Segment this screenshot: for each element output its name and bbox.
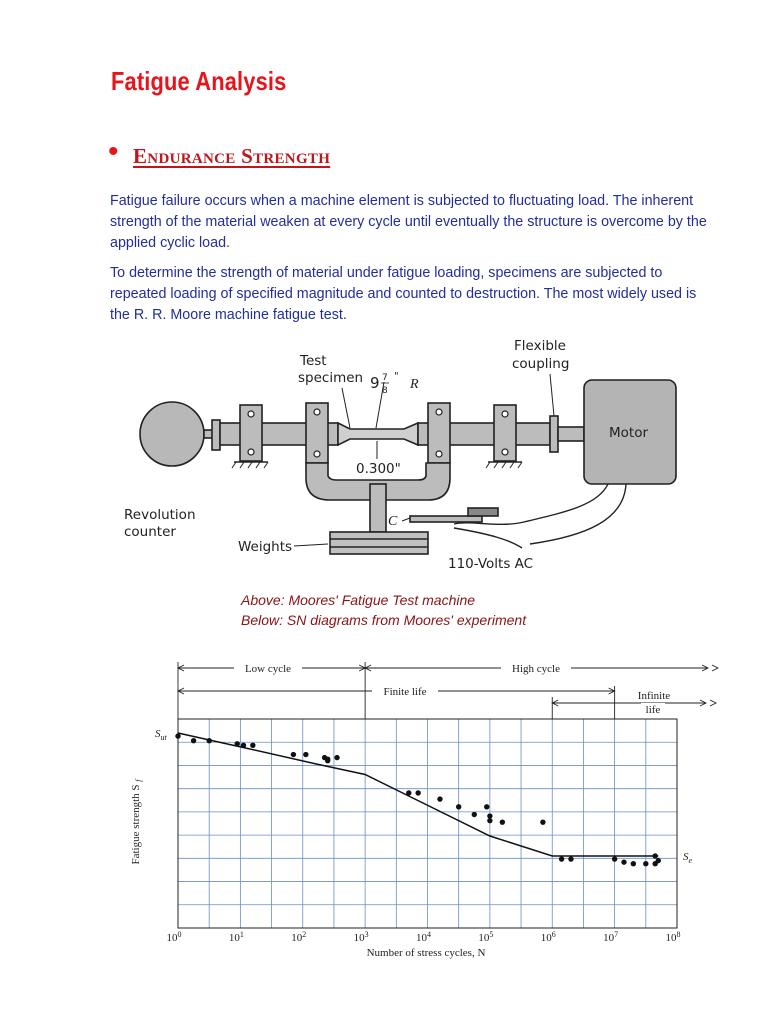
x-tick-label: 105 bbox=[478, 930, 493, 944]
bullet-icon: • bbox=[108, 135, 119, 168]
label-high-cycle-bg bbox=[501, 662, 571, 675]
label-high-cycle: High cycle bbox=[512, 663, 560, 675]
x-tick-label: 102 bbox=[291, 930, 306, 944]
high-cycle-arrow-head-l bbox=[364, 664, 372, 672]
data-point bbox=[471, 811, 477, 818]
data-point bbox=[652, 853, 658, 859]
data-point bbox=[334, 754, 340, 761]
label-low-cycle-bg bbox=[234, 662, 302, 675]
data-point bbox=[630, 860, 637, 867]
low-cycle-arrow-head-l bbox=[176, 664, 185, 672]
x-axis-label: Number of stress cycles, N bbox=[367, 947, 486, 959]
label-radius-num: 7 bbox=[382, 373, 388, 383]
data-point bbox=[487, 817, 493, 824]
y-tick-se: Se bbox=[683, 851, 693, 865]
label-volts: 110-Volts AC bbox=[448, 556, 533, 572]
paragraph-fatigue-failure: Fatigue failure occurs when a machine el… bbox=[110, 193, 707, 251]
finite-life-arrow-head-l bbox=[176, 687, 185, 695]
label-finite-life: Finite life bbox=[383, 686, 426, 698]
label-c: C bbox=[388, 514, 398, 529]
label-radius-den: 8 bbox=[382, 386, 388, 396]
label-flexible: Flexible bbox=[514, 338, 566, 354]
data-point bbox=[290, 751, 297, 758]
infinite-life-arrow-head-l bbox=[551, 699, 559, 707]
loading-yoke bbox=[305, 462, 451, 501]
label-specimen: specimen bbox=[298, 370, 363, 386]
data-point bbox=[487, 813, 493, 819]
data-point bbox=[437, 796, 443, 802]
x-tick-label: 108 bbox=[666, 930, 681, 944]
x-tick-label: 100 bbox=[167, 930, 182, 944]
data-point bbox=[303, 751, 309, 758]
data-point bbox=[499, 819, 506, 825]
data-points bbox=[175, 733, 661, 867]
x-tick-label: 104 bbox=[416, 930, 431, 944]
caption-machine: Above: Moores' Fatigue Test machine bbox=[241, 592, 476, 608]
label-revolution: Revolution bbox=[124, 507, 196, 523]
y-axis-label: Fatigue strength S f bbox=[130, 778, 143, 865]
data-point bbox=[240, 742, 247, 748]
high-cycle-arrow-head-r bbox=[701, 664, 710, 672]
label-diameter: 0.300" bbox=[356, 461, 401, 477]
data-point bbox=[484, 804, 490, 810]
weights-icon bbox=[329, 531, 429, 555]
label-infinite: Infinite bbox=[638, 690, 670, 702]
plot-frame bbox=[177, 718, 678, 929]
data-point bbox=[558, 856, 565, 862]
x-tick-label: 103 bbox=[354, 930, 369, 944]
label-radius-inch: " bbox=[394, 371, 399, 382]
x-tick-label: 101 bbox=[229, 930, 244, 944]
data-point bbox=[325, 757, 331, 764]
data-point bbox=[655, 857, 661, 864]
data-point bbox=[568, 856, 574, 862]
paragraph-moore-test: To determine the strength of material un… bbox=[110, 265, 697, 323]
label-life-bg bbox=[641, 703, 665, 716]
data-point bbox=[406, 790, 412, 796]
x-tick-label: 107 bbox=[603, 930, 618, 944]
section-heading: Endurance Strength bbox=[133, 144, 331, 168]
sn-curve bbox=[177, 732, 659, 857]
data-point bbox=[643, 860, 649, 867]
label-finite-life-bg bbox=[372, 685, 438, 698]
motor-icon bbox=[583, 379, 677, 485]
label-radius-R: R bbox=[409, 377, 419, 392]
data-point bbox=[175, 733, 181, 739]
caption-sn-diagram: Below: SN diagrams from Moores' experime… bbox=[241, 612, 527, 628]
data-point bbox=[250, 742, 256, 748]
label-counter: counter bbox=[124, 524, 176, 540]
data-point bbox=[611, 856, 618, 862]
label-coupling: coupling bbox=[512, 356, 569, 372]
chart-grid bbox=[178, 719, 677, 928]
data-point bbox=[455, 804, 462, 810]
label-radius-whole: 9 bbox=[370, 374, 380, 392]
label-life: life bbox=[646, 704, 661, 716]
bearing-1 bbox=[239, 404, 263, 462]
infinite-life-arrow-head-r2 bbox=[709, 699, 718, 707]
page-title: Fatigue Analysis bbox=[111, 66, 287, 96]
bearing-4 bbox=[493, 404, 517, 462]
data-point bbox=[190, 737, 197, 744]
data-point bbox=[415, 790, 421, 796]
high-cycle-arrow-head-r2 bbox=[711, 664, 720, 672]
data-point bbox=[621, 859, 627, 865]
x-tick-label: 106 bbox=[541, 930, 556, 944]
label-weights: Weights bbox=[238, 539, 292, 555]
finite-life-arrow-head-r bbox=[608, 687, 616, 695]
y-tick-sut: Sut bbox=[155, 728, 168, 742]
label-test: Test bbox=[299, 353, 327, 369]
label-motor: Motor bbox=[609, 425, 648, 441]
data-point bbox=[234, 741, 240, 747]
data-point bbox=[206, 737, 212, 744]
label-low-cycle: Low cycle bbox=[245, 663, 291, 675]
data-point bbox=[540, 819, 546, 825]
label-infinite-bg bbox=[630, 689, 678, 702]
infinite-life-arrow-head-r bbox=[699, 699, 708, 707]
